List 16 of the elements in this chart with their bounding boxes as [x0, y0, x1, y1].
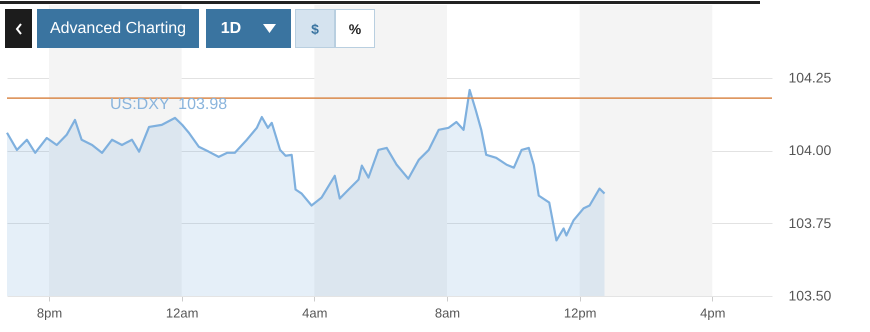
dollar-toggle: $	[295, 9, 335, 48]
x-tick-label: 8am	[434, 306, 460, 320]
y-tick-label: 103.75	[788, 214, 832, 231]
period-dropdown: 1D	[206, 9, 291, 48]
y-tick-label: 104.00	[788, 142, 832, 158]
x-tick-label: 8pm	[36, 306, 62, 320]
advanced-charting-button: Advanced Charting	[37, 9, 199, 48]
x-tick-label: 12pm	[564, 306, 596, 320]
annotation: US:DXY 103.98	[110, 96, 228, 114]
annotation: 1D	[220, 20, 242, 38]
x-tick-label: 12am	[166, 306, 198, 320]
percent-toggle: %	[335, 9, 375, 48]
x-tick-label: 4am	[302, 306, 328, 320]
x-tick-label: 4pm	[700, 306, 726, 320]
y-tick-label: 104.25	[788, 69, 832, 86]
y-tick-label: 103.50	[788, 288, 832, 304]
